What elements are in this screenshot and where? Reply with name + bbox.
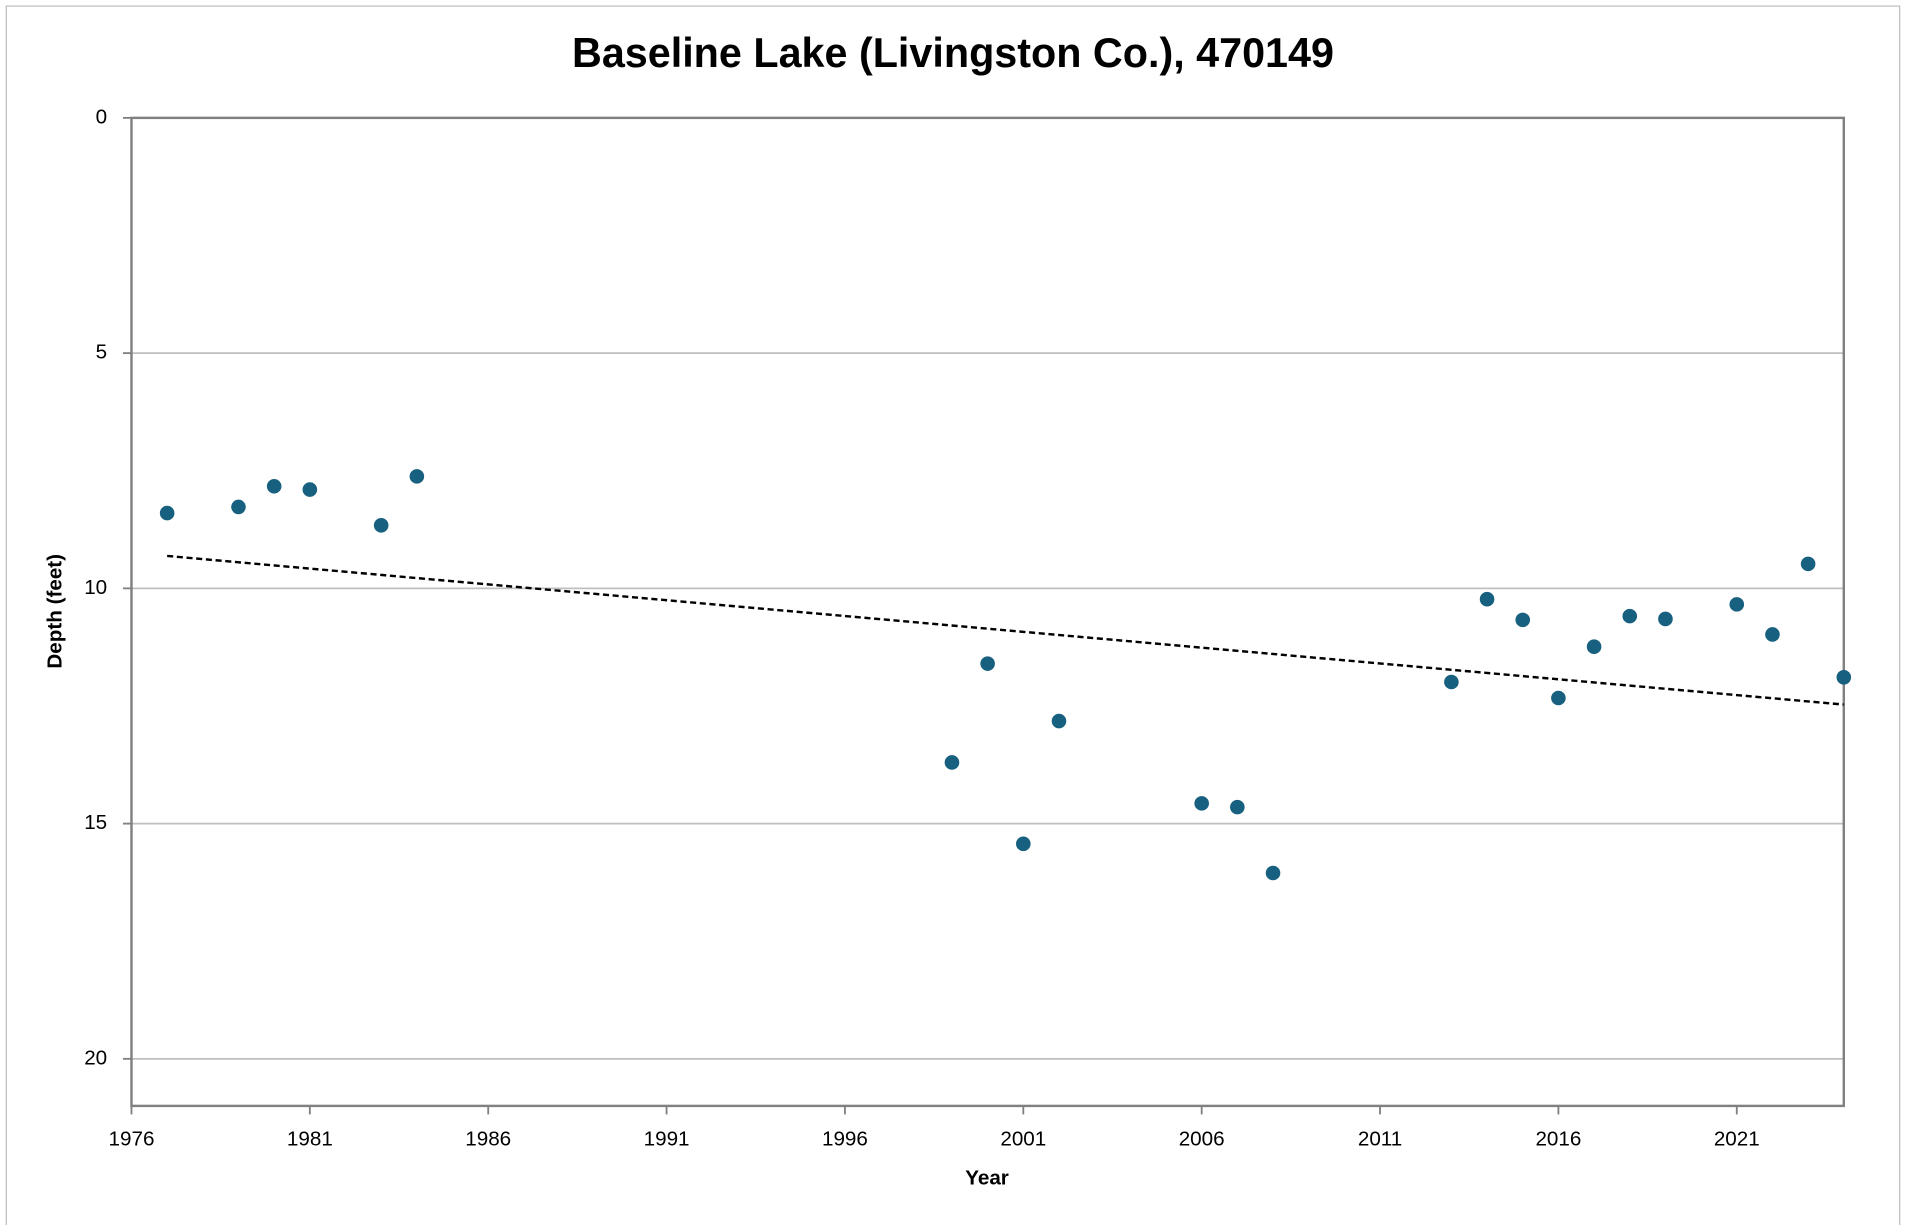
data-point	[1230, 799, 1245, 815]
data-point	[1729, 597, 1745, 612]
x-tick-label: 1986	[465, 1127, 511, 1150]
data-point	[1444, 674, 1459, 690]
y-tick-label: 15	[84, 811, 107, 834]
x-tick-label: 2016	[1535, 1127, 1581, 1150]
data-point	[159, 505, 175, 521]
x-axis-title: Year	[965, 1166, 1009, 1189]
data-point	[1551, 690, 1566, 706]
x-tick-label: 1996	[822, 1127, 868, 1150]
data-point	[266, 478, 282, 494]
data-point	[1016, 836, 1031, 852]
y-tick-label: 10	[84, 576, 107, 599]
data-point	[1622, 608, 1638, 624]
x-tick-label: 1991	[644, 1127, 690, 1150]
data-point	[1836, 669, 1852, 685]
data-point	[302, 482, 318, 497]
chart-title: Baseline Lake (Livingston Co.), 470149	[572, 30, 1334, 76]
data-point	[1515, 612, 1531, 628]
data-point	[1800, 556, 1816, 572]
x-tick-label: 2011	[1358, 1127, 1402, 1150]
data-point	[1479, 591, 1495, 607]
x-tick-label: 2021	[1714, 1127, 1760, 1150]
data-point	[1586, 639, 1602, 654]
data-point	[1051, 713, 1067, 729]
y-tick-label: 20	[84, 1046, 107, 1069]
data-point	[373, 518, 389, 533]
y-tick-label: 5	[96, 341, 107, 364]
data-point	[1265, 865, 1281, 881]
data-point	[1194, 796, 1209, 811]
data-point	[1658, 611, 1673, 627]
y-axis-title: Depth (feet)	[44, 554, 67, 669]
data-point	[944, 755, 960, 770]
x-tick-label: 2006	[1179, 1127, 1225, 1150]
data-point	[231, 499, 246, 515]
y-tick-label: 0	[96, 105, 107, 128]
chart-border	[5, 5, 1901, 1225]
plot-frame	[130, 116, 1846, 1108]
x-tick-label: 1981	[287, 1127, 333, 1150]
x-tick-label: 2001	[1000, 1127, 1046, 1150]
trendline	[167, 554, 1844, 706]
data-point	[1765, 627, 1780, 642]
data-point	[409, 469, 425, 484]
x-tick-label: 1976	[109, 1127, 155, 1150]
data-point	[980, 656, 995, 671]
